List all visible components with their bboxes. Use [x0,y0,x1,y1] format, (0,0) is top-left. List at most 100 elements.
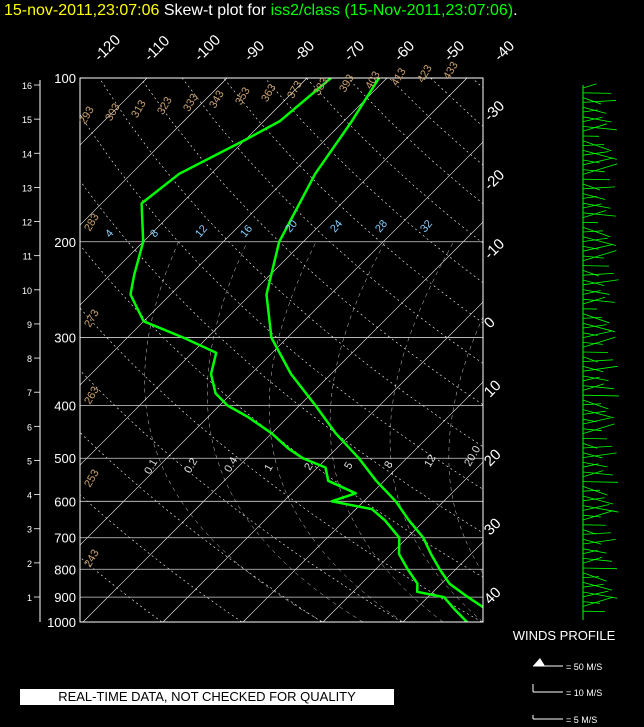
wind-barb [582,514,601,518]
wind-barb [582,556,603,564]
wind-barb [582,510,614,521]
moist-adiabat [206,241,364,622]
pressure-tick-label: 800 [54,562,76,577]
dry-adiabat-side-label: 253 [82,468,102,490]
dry-adiabat [555,78,644,622]
wind-barb [582,150,617,160]
mixing-ratio-label: 4 [103,228,116,240]
pressure-tick-label: 100 [54,71,76,86]
wind-barb [582,376,600,382]
wind-barb [582,324,607,329]
dry-adiabat-label: 333 [181,92,201,114]
wind-barb [582,183,601,191]
dry-adiabat [80,180,483,534]
dry-adiabat-label: 403 [363,69,383,91]
wind-barb [582,409,615,419]
wind-barb [582,83,597,89]
height-tick-label: 12 [22,218,32,228]
moist-adiabat [389,241,483,622]
isotherm-line [80,78,308,306]
wind-barb [582,423,615,434]
wind-barb [582,178,611,181]
dry-adiabat-label: 413 [389,66,409,88]
mixing-ratio-label-lower: 5 [342,460,355,471]
wind-barb [582,558,612,562]
dry-adiabat [306,78,483,244]
wind-barb [582,296,606,305]
wind-barb [582,452,617,458]
mixing-ratio-label-lower: 1 [262,462,275,473]
wind-barb [582,504,610,511]
wind-barb [582,250,617,262]
plot-frame [79,77,484,623]
pressure-tick-label: 1000 [47,615,76,630]
wind-barb [582,272,614,276]
mixing-ratio-label: 24 [328,218,345,235]
wind-barb [582,265,610,267]
title-parenthetical: (15-Nov-2011,23:07:06) [344,2,514,19]
height-tick-label: 6 [27,422,32,432]
height-tick-label: 13 [22,183,32,193]
wind-barb [582,116,612,123]
wind-legend-label: = 50 M/S [566,662,602,672]
dry-adiabat-label: 393 [337,73,357,95]
pressure-tick-label: 300 [54,331,76,346]
wind-barb [582,342,603,345]
dry-adiabat [471,78,483,89]
wind-barb [582,471,613,476]
isotherm-line [242,381,483,622]
mixing-ratio-label: 16 [238,223,255,240]
pressure-tick-label: 600 [54,494,76,509]
wind-barb [582,316,602,319]
height-tick-label: 11 [23,252,32,262]
wind-barb [582,470,604,478]
dry-adiabat [223,78,483,324]
wind-barb [582,383,605,391]
mixing-ratio-label: 20 [283,218,300,235]
wind-barb [582,230,603,233]
top-temperature-label: -120 [91,32,124,65]
mixing-ratio-label-lower: 0.1 [142,457,160,476]
dry-adiabat-side-label: 243 [82,548,102,570]
wind-barb [582,497,605,502]
wind-barb [582,489,600,492]
wind-barb [582,549,598,554]
dry-adiabat [513,78,644,622]
isotherm-line [80,78,228,226]
temperature-line [265,78,483,609]
top-temperature-label: -110 [141,32,173,64]
quality-disclaimer: REAL-TIME DATA, NOT CHECKED FOR QUALITY [20,689,394,705]
isotherm-line [563,78,644,622]
wind-barb [582,336,616,348]
wind-barb [582,92,612,94]
plot-area [80,78,644,622]
wind-barb [582,385,614,390]
wind-barb [582,365,618,372]
mixing-ratio-label: 12 [193,223,210,240]
dry-adiabat-label: 343 [207,89,227,111]
wind-barb [582,532,611,535]
dewpoint-line [129,78,468,622]
wind-barb [582,246,599,250]
pressure-tick-label: 900 [54,590,76,605]
height-tick-label: 10 [22,286,32,296]
mixing-ratio-label: 32 [418,218,435,235]
moist-adiabat [144,241,324,622]
wind-barb [582,356,599,363]
wind-barb [582,495,614,505]
isotherm-line [80,141,483,546]
mixing-ratio-label-lower: 12 [422,453,439,470]
height-tick-label: 14 [22,149,32,159]
top-temperature-label: -60 [391,37,418,64]
height-tick-label: 9 [27,320,32,330]
wind-barb [582,116,603,122]
wind-barb [582,126,617,131]
wind-barb [582,143,604,146]
wind-barb [582,123,608,132]
height-tick-label: 3 [27,525,32,535]
wind-barb [582,538,602,545]
wind-barb [582,255,604,259]
wind-barb [582,100,616,103]
wind-barb [582,202,611,209]
